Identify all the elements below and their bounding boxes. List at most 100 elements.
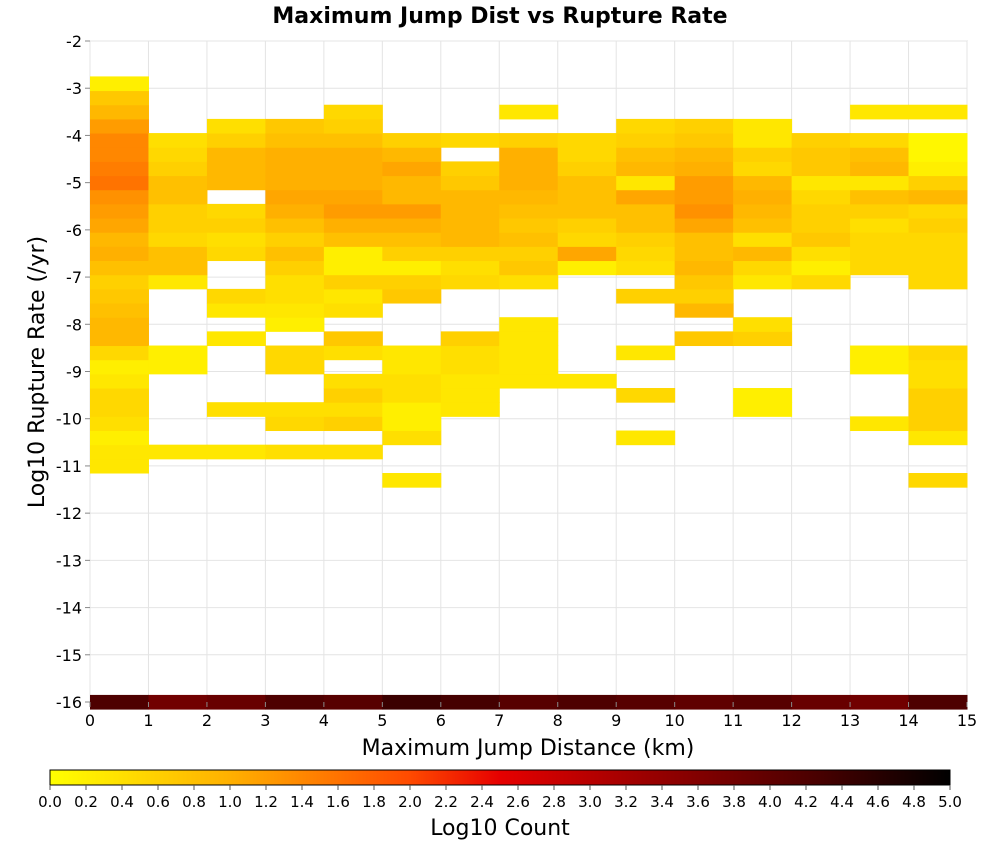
heatmap-cell <box>908 232 968 247</box>
colorbar <box>49 769 951 786</box>
heatmap-cell <box>440 232 500 247</box>
heatmap-cell <box>206 147 266 162</box>
heatmap-cell <box>382 359 442 375</box>
heatmap-cell <box>90 317 149 332</box>
heatmap-cell <box>791 274 851 290</box>
heatmap-cell <box>90 274 149 290</box>
heatmap-cell <box>674 232 734 247</box>
heatmap-cell <box>265 694 325 710</box>
heatmap-cell <box>90 104 149 120</box>
heatmap-cell <box>206 218 266 233</box>
heatmap-cell <box>733 232 793 247</box>
heatmap-cell <box>557 694 617 710</box>
colorbar-tick-label: 3.6 <box>686 793 710 811</box>
heatmap-cell <box>148 345 208 361</box>
colorbar-tick-label: 1.6 <box>326 793 350 811</box>
heatmap-cell <box>791 189 851 205</box>
y-tick-label: -13 <box>56 551 82 570</box>
heatmap-cell <box>148 147 208 162</box>
heatmap-cell <box>148 189 208 205</box>
y-tick-label: -5 <box>66 174 82 193</box>
heatmap-cell <box>674 189 734 205</box>
heatmap-cell <box>674 694 734 710</box>
heatmap-cell <box>206 232 266 247</box>
heatmap-cell <box>440 218 500 233</box>
heatmap-cell <box>557 203 617 219</box>
heatmap-cell <box>440 175 500 191</box>
heatmap-cell <box>90 90 149 106</box>
heatmap-cell <box>323 118 383 134</box>
x-axis-ticks: 0 1 2 3 4 5 6 7 8 9 10 11 12 13 14 15 <box>85 702 977 730</box>
heatmap-cell <box>791 694 851 710</box>
heatmap-cell <box>323 161 383 177</box>
heatmap-cell <box>850 175 910 191</box>
heatmap-cell <box>148 359 208 375</box>
x-tick-label: 5 <box>377 711 387 730</box>
heatmap-cell <box>908 402 968 417</box>
heatmap-cell <box>908 161 968 177</box>
heatmap-cell <box>323 175 383 191</box>
heatmap-cell <box>206 288 266 304</box>
x-tick-label: 10 <box>664 711 684 730</box>
heatmap-cell <box>265 161 325 177</box>
heatmap-cell <box>674 288 734 304</box>
heatmap-cell <box>733 218 793 233</box>
heatmap-cell <box>616 133 676 148</box>
heatmap-cell <box>791 161 851 177</box>
heatmap-cell <box>323 203 383 219</box>
heatmap-cell <box>850 218 910 233</box>
heatmap-cell <box>850 694 910 710</box>
heatmap-cell <box>382 373 442 389</box>
heatmap-cell <box>440 161 500 177</box>
heatmap-cell <box>908 416 968 432</box>
colorbar-tick-label: 0.2 <box>74 793 98 811</box>
heatmap-cell <box>616 260 676 276</box>
heatmap-cell <box>265 260 325 276</box>
heatmap-cell <box>148 246 208 262</box>
heatmap-cell <box>382 260 442 276</box>
colorbar-tick-label: 3.0 <box>578 793 602 811</box>
heatmap-cell <box>90 416 149 432</box>
x-tick-label: 0 <box>85 711 95 730</box>
heatmap-cell <box>382 388 442 403</box>
heatmap-cell <box>616 175 676 191</box>
heatmap-cell <box>850 232 910 247</box>
x-tick-label: 13 <box>840 711 860 730</box>
heatmap-cell <box>499 161 559 177</box>
heatmap-cell <box>791 147 851 162</box>
heatmap-cell <box>908 694 968 710</box>
heatmap-cell <box>616 288 676 304</box>
heatmap-cell <box>733 203 793 219</box>
heatmap-cell <box>850 416 910 432</box>
heatmap-cell <box>616 203 676 219</box>
heatmap-cell <box>850 104 910 120</box>
colorbar-tick-label: 4.2 <box>794 793 818 811</box>
heatmap-cell <box>265 118 325 134</box>
heatmap-cell <box>90 373 149 389</box>
heatmap-cell <box>908 203 968 219</box>
heatmap-cell <box>908 274 968 290</box>
x-tick-label: 11 <box>723 711 743 730</box>
heatmap-cell <box>440 331 500 347</box>
heatmap-cell <box>440 373 500 389</box>
heatmap-cell <box>265 416 325 432</box>
heatmap-cell <box>499 694 559 710</box>
heatmap-cell <box>557 218 617 233</box>
heatmap-cell <box>440 388 500 403</box>
heatmap-cell <box>90 694 149 710</box>
heatmap-cell <box>382 345 442 361</box>
heatmap-cell <box>148 161 208 177</box>
heatmap-cell <box>382 402 442 417</box>
heatmap-cell <box>90 345 149 361</box>
heatmap-cell <box>499 203 559 219</box>
heatmap-cell <box>908 473 968 488</box>
heatmap-cell <box>674 161 734 177</box>
heatmap-cell <box>440 359 500 375</box>
heatmap-cell <box>733 402 793 417</box>
heatmap-cell <box>850 260 910 276</box>
heatmap-cell <box>265 303 325 318</box>
y-tick-label: -12 <box>56 504 82 523</box>
heatmap-cell <box>90 260 149 276</box>
y-axis-ticks: -2 -3 -4 -5 -6 -7 -8 -9 -10 -11 -12 -13 -14 -15 -16 <box>56 32 90 712</box>
